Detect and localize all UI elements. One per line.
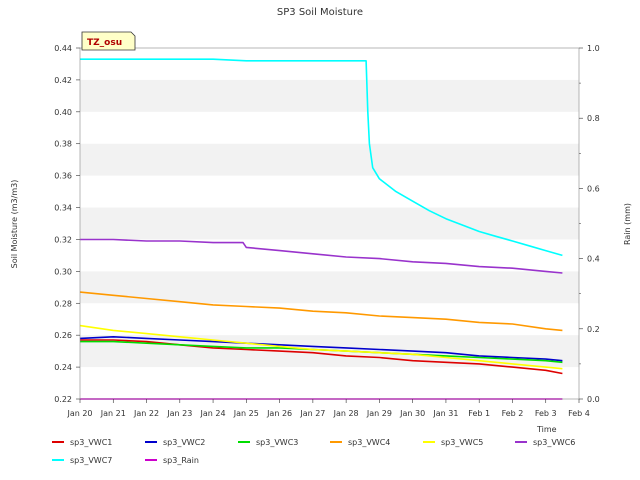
y2-axis-ticks: 0.0 0.2 0.4 0.6 0.8 1.0	[579, 44, 600, 404]
grid-band	[80, 271, 579, 304]
y2-tick-label: 0.4	[587, 255, 600, 264]
y-tick-label: 0.44	[54, 44, 72, 53]
chart-title: SP3 Soil Moisture	[277, 7, 363, 18]
y2-tick-label: 0.2	[587, 325, 600, 334]
legend-label: sp3_VWC4	[348, 438, 390, 447]
y-tick-label: 0.32	[54, 235, 72, 244]
x-tick-label: Feb 4	[568, 409, 590, 418]
y-tick-label: 0.42	[54, 76, 72, 85]
legend-label: sp3_Rain	[163, 456, 199, 465]
tz-badge-label: TZ_osu	[87, 38, 122, 48]
y-tick-label: 0.26	[54, 331, 72, 340]
grid-band	[80, 207, 579, 240]
x-tick-label: Jan 20	[66, 409, 92, 418]
x-tick-label: Jan 25	[233, 409, 259, 418]
y-tick-label: 0.36	[54, 172, 72, 181]
y-tick-label: 0.30	[54, 267, 72, 276]
y2-tick-label: 0.8	[587, 114, 600, 123]
y-axis-ticks: 0.22 0.24 0.26 0.28 0.30 0.32 0.34 0.36 0.38 0.40…	[54, 44, 80, 404]
grid-band	[80, 143, 579, 176]
y-tick-label: 0.24	[54, 363, 72, 372]
y2-tick-label: 0.6	[587, 184, 600, 193]
x-tick-label: Jan 30	[399, 409, 425, 418]
series-line-sp3-vwc5	[79, 324, 563, 370]
y-tick-label: 0.34	[54, 204, 72, 213]
x-tick-label: Feb 1	[468, 409, 490, 418]
grid-bands	[80, 79, 579, 368]
x-tick-label: Jan 22	[133, 409, 159, 418]
legend-label: sp3_VWC2	[163, 438, 205, 447]
legend-label: sp3_VWC3	[256, 438, 298, 447]
x-tick-label: Jan 31	[432, 409, 458, 418]
y-tick-label: 0.38	[54, 140, 72, 149]
x-axis-label: Time	[536, 425, 557, 434]
y-tick-label: 0.40	[54, 108, 72, 117]
x-tick-label: Feb 3	[535, 409, 557, 418]
y2-axis-label: Rain (mm)	[623, 203, 632, 245]
legend: sp3_VWC1 sp3_VWC2 sp3_VWC3 sp3_VWC4 sp3_VWC5…	[52, 438, 575, 465]
y-tick-label: 0.22	[54, 395, 72, 404]
x-tick-label: Jan 29	[366, 409, 392, 418]
y2-tick-label: 0.0	[587, 395, 600, 404]
series-line-sp3-vwc7	[80, 58, 563, 257]
y-axis-label: Soil Moisture (m3/m3)	[10, 180, 19, 269]
x-tick-label: Jan 23	[166, 409, 192, 418]
x-axis-ticks: Jan 20 Jan 21 Jan 22 Jan 23 Jan 24 Jan 25 Jan …	[66, 399, 590, 418]
y2-tick-label: 1.0	[587, 44, 600, 53]
legend-label: sp3_VWC6	[533, 438, 575, 447]
series-line-sp3-vwc4	[79, 291, 563, 332]
x-tick-label: Jan 27	[299, 409, 325, 418]
series-line-sp3-vwc2	[79, 335, 563, 362]
legend-label: sp3_VWC1	[70, 438, 112, 447]
series-line-sp3-vwc6	[80, 238, 563, 274]
x-tick-label: Feb 2	[502, 409, 524, 418]
x-tick-label: Jan 21	[100, 409, 126, 418]
x-tick-label: Jan 28	[333, 409, 359, 418]
tz-badge-box	[81, 31, 136, 51]
tz-badge: TZ_osu	[81, 31, 136, 51]
x-tick-label: Jan 26	[266, 409, 292, 418]
y-tick-label: 0.28	[54, 299, 72, 308]
legend-label: sp3_VWC7	[70, 456, 112, 465]
x-tick-label: Jan 24	[200, 409, 226, 418]
legend-label: sp3_VWC5	[441, 438, 483, 447]
grid-band	[80, 79, 579, 112]
